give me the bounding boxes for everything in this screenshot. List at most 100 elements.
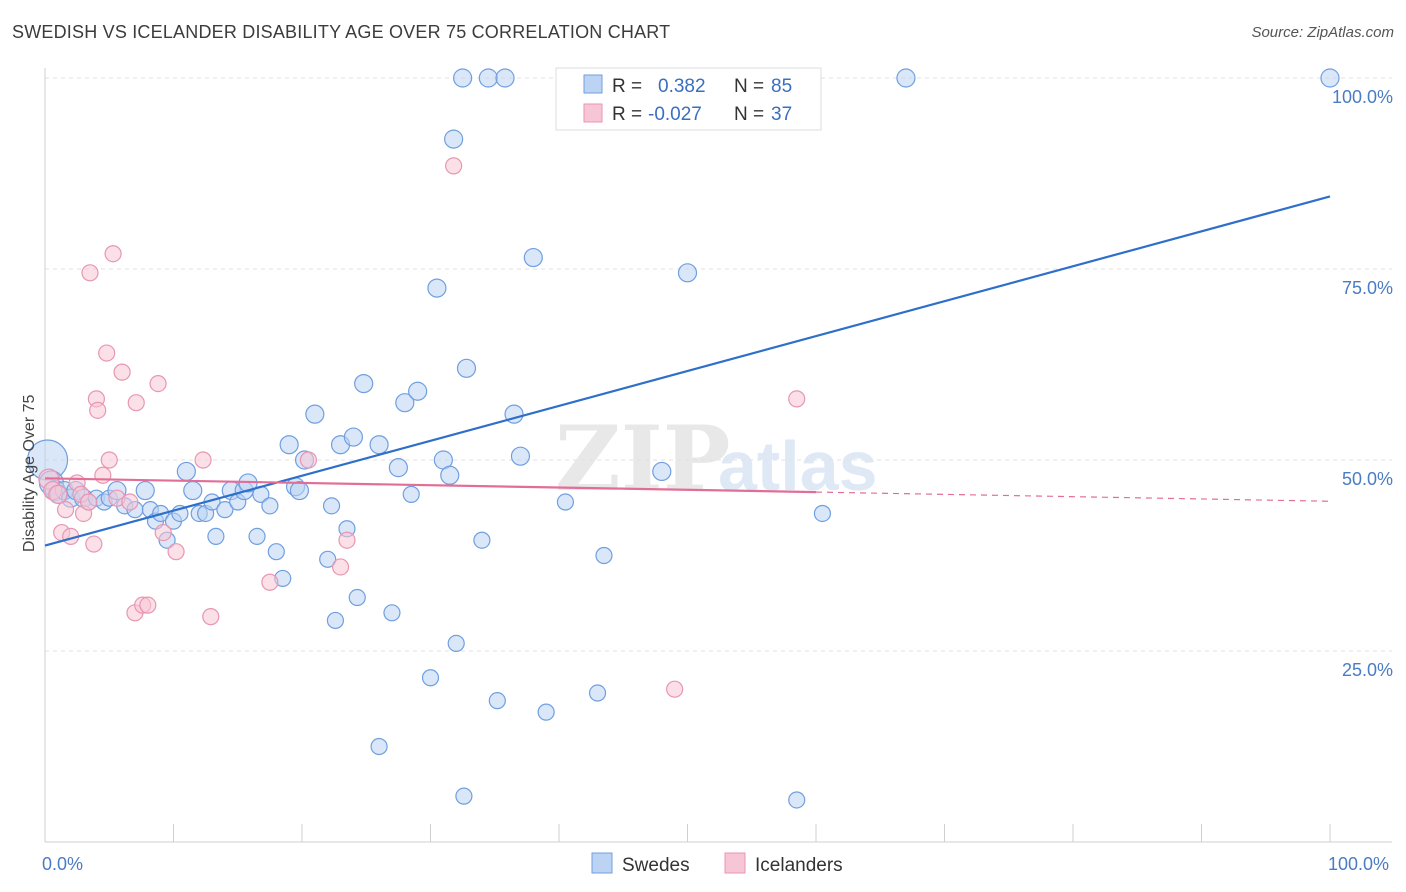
point-swedes-84 (896, 68, 916, 88)
bottom-legend-swatch-icelanders (724, 852, 746, 874)
point-icelanders-32 (331, 558, 350, 576)
point-icelanders-28 (194, 451, 212, 469)
point-swedes-42 (305, 404, 325, 424)
point-swedes-36 (267, 543, 285, 561)
point-swedes-22 (176, 461, 196, 482)
point-swedes-69 (488, 692, 506, 710)
y-tick-labels: 100.0% 75.0% 50.0% 25.0% (1332, 87, 1393, 680)
legend-r-value-0: 0.382 (658, 76, 706, 97)
point-swedes-40 (289, 480, 310, 501)
point-swedes-48 (343, 427, 363, 447)
point-icelanders-19 (113, 363, 131, 381)
point-swedes-38 (279, 435, 299, 455)
point-swedes-61 (440, 465, 460, 485)
point-swedes-77 (595, 546, 613, 565)
point-swedes-75 (556, 493, 575, 511)
point-swedes-85 (1320, 68, 1340, 88)
point-swedes-44 (322, 497, 341, 515)
point-swedes-49 (348, 588, 366, 607)
point-swedes-45 (326, 611, 345, 630)
x-tick-left: 0.0% (42, 854, 83, 874)
point-swedes-15 (135, 480, 155, 501)
legend-n-value-0: 85 (771, 76, 792, 97)
bottom-legend-swatch-swedes (591, 852, 613, 874)
point-swedes-51 (369, 435, 389, 455)
legend-n-value-1: 37 (771, 104, 792, 125)
chart-title: SWEDISH VS ICELANDER DISABILITY AGE OVER… (12, 22, 671, 42)
bottom-legend-icelanders: Icelanders (755, 855, 843, 876)
series-legend: Swedes Icelanders (591, 852, 843, 876)
legend-n-label-0: N = (734, 76, 764, 97)
point-swedes-67 (478, 68, 498, 88)
point-swedes-65 (455, 787, 473, 805)
point-swedes-79 (652, 461, 672, 482)
legend-r-value-1: -0.027 (648, 104, 702, 125)
correlation-legend: R = 0.382 N = 85 R = -0.027 N = 37 (555, 67, 822, 131)
legend-n-label-1: N = (734, 104, 764, 125)
point-swedes-27 (207, 527, 225, 546)
point-icelanders-20 (121, 493, 139, 511)
bottom-legend-swedes: Swedes (622, 855, 690, 876)
point-icelanders-11 (85, 535, 103, 553)
point-swedes-28 (216, 501, 234, 519)
point-swedes-80 (677, 263, 698, 283)
point-swedes-55 (395, 393, 415, 413)
point-icelanders-10 (81, 264, 99, 282)
y-tick-3: 25.0% (1342, 660, 1393, 680)
source-label: Source: ZipAtlas.com (1251, 24, 1394, 41)
point-swedes-70 (495, 68, 515, 88)
point-icelanders-4 (56, 501, 75, 519)
point-swedes-62 (444, 129, 464, 149)
x-tick-right: 100.0% (1328, 854, 1389, 874)
watermark-zip: ZIP (555, 406, 730, 512)
legend-swatch-swedes (583, 74, 603, 94)
point-icelanders-9 (80, 493, 98, 511)
point-icelanders-16 (100, 451, 118, 469)
point-swedes-64 (456, 358, 477, 378)
legend-r-label-0: R = (612, 76, 642, 97)
point-icelanders-30 (261, 573, 279, 591)
point-swedes-76 (588, 684, 607, 702)
point-icelanders-36 (788, 390, 806, 408)
point-swedes-56 (402, 485, 420, 503)
trend-line-dashed-icelanders (815, 491, 1331, 502)
point-swedes-63 (447, 634, 465, 652)
point-swedes-52 (370, 737, 388, 756)
point-swedes-83 (813, 504, 832, 523)
trend-line-swedes (44, 195, 1331, 547)
y-tick-2: 50.0% (1342, 469, 1393, 489)
point-swedes-23 (183, 480, 203, 501)
point-icelanders-33 (338, 531, 356, 549)
point-icelanders-31 (299, 451, 318, 469)
point-swedes-73 (523, 247, 543, 268)
point-icelanders-17 (104, 245, 122, 263)
trend-lines (44, 195, 1331, 547)
legend-swatch-icelanders (583, 103, 603, 123)
point-swedes-43 (319, 550, 337, 568)
point-swedes-35 (261, 497, 279, 515)
point-swedes-33 (248, 527, 266, 546)
point-swedes-58 (421, 669, 440, 687)
point-swedes-68 (473, 531, 491, 549)
y-tick-1: 75.0% (1342, 278, 1393, 298)
point-icelanders-2 (48, 484, 68, 504)
point-icelanders-22 (127, 394, 145, 412)
y-tick-0: 100.0% (1332, 87, 1393, 107)
trend-line-icelanders (44, 477, 817, 494)
point-swedes-57 (408, 381, 428, 401)
point-swedes-59 (427, 278, 447, 298)
point-icelanders-29 (202, 608, 220, 626)
point-swedes-50 (354, 374, 374, 394)
point-swedes-54 (388, 458, 408, 478)
point-icelanders-35 (666, 680, 684, 698)
point-icelanders-13 (89, 401, 107, 419)
gridlines (45, 77, 1392, 652)
point-icelanders-14 (94, 466, 112, 484)
point-icelanders-24 (139, 596, 157, 614)
y-axis-label: Disability Age Over 75 (21, 394, 38, 552)
point-swedes-66 (453, 68, 473, 88)
point-icelanders-15 (98, 344, 116, 362)
legend-r-label-1: R = (612, 104, 642, 125)
point-icelanders-27 (167, 543, 185, 561)
